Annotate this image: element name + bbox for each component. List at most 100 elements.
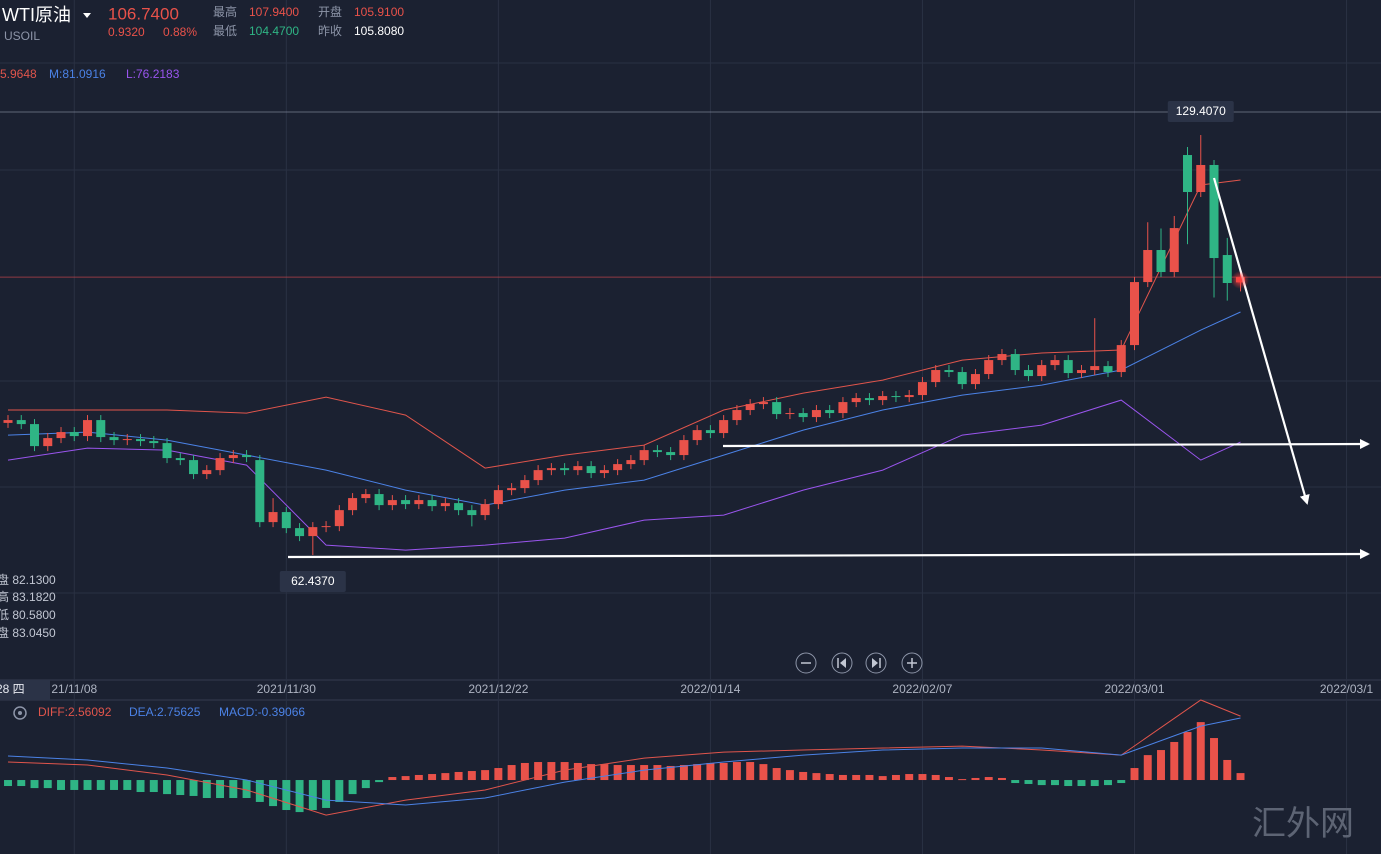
candle-body: [162, 443, 172, 459]
candle-body: [639, 450, 649, 461]
candle-body: [43, 438, 53, 447]
macd-bar: [640, 765, 649, 781]
candle-body: [1169, 228, 1179, 273]
macd-bar: [494, 768, 503, 781]
candle-body: [136, 439, 146, 442]
macd-bar: [507, 765, 516, 781]
prev-button[interactable]: [831, 652, 853, 674]
macd-bar: [1170, 741, 1179, 781]
candle-body: [626, 460, 636, 465]
candle-body: [189, 460, 199, 475]
candle-body: [1063, 360, 1073, 374]
candle-body: [758, 402, 768, 405]
next-button[interactable]: [865, 652, 887, 674]
macd-bar: [958, 779, 967, 781]
candle-body: [533, 470, 543, 481]
date-box: [0, 680, 50, 700]
macd-bar: [43, 780, 52, 789]
symbol-title[interactable]: WTI原油: [2, 5, 71, 25]
macd-bar: [944, 777, 953, 781]
candle-body: [83, 420, 93, 437]
candle-body: [613, 464, 623, 471]
crosshair-info: 盘 82.1300 高 83.1820 低 80.5800 盘 83.0450: [0, 572, 56, 640]
macd-bar: [1130, 768, 1139, 781]
candle-body: [1183, 155, 1193, 193]
macd-bar: [308, 780, 317, 811]
macd-label: DEA:2.75625: [129, 705, 201, 719]
macd-bar: [613, 765, 622, 781]
info-line: 高 83.1820: [0, 589, 56, 604]
macd-bar: [163, 780, 172, 795]
macd-bar: [785, 770, 794, 781]
symbol-code: USOIL: [4, 29, 40, 43]
macd-bar: [83, 780, 92, 790]
candle-body: [215, 458, 225, 471]
dropdown-icon[interactable]: [83, 13, 91, 18]
macd-bar: [348, 780, 357, 795]
candle-body: [705, 430, 715, 434]
macd-header: DIFF:2.56092 DEA:2.75625 MACD:-0.39066: [13, 705, 305, 720]
macd-bar: [176, 780, 185, 796]
macd-bar: [1064, 780, 1073, 787]
candle-body: [175, 458, 185, 461]
macd-bar: [481, 770, 490, 781]
candle-body: [493, 490, 503, 505]
candle-body: [652, 450, 662, 453]
candle-body: [255, 460, 265, 523]
info-line: 低 80.5800: [0, 608, 56, 622]
last-price: 106.7400: [108, 4, 179, 23]
candle-body: [454, 503, 464, 511]
settings-icon[interactable]: [13, 706, 27, 720]
macd-bar: [825, 774, 834, 781]
zoom-in-button[interactable]: [901, 652, 923, 674]
x-tick-label: 2022/03/1: [1320, 682, 1374, 696]
indicator-label: 5.9648: [0, 67, 37, 81]
macd-bar: [1037, 780, 1046, 786]
crosshair-date: 28 四: [0, 680, 50, 700]
candle-body: [414, 500, 424, 505]
macd-bar: [666, 765, 675, 781]
macd-bar: [865, 774, 874, 781]
zoom-out-button[interactable]: [795, 652, 817, 674]
candle-body: [825, 410, 835, 414]
annotation-label: 129.4070: [1176, 104, 1226, 118]
macd-bar: [70, 780, 79, 790]
candle-body: [401, 500, 411, 505]
candle-body: [1023, 370, 1033, 377]
macd-bar: [706, 762, 715, 781]
candle-body: [573, 466, 583, 471]
annotation-label: 62.4370: [291, 574, 335, 588]
macd-bar: [295, 780, 304, 813]
macd-bar: [401, 776, 410, 781]
x-tick-label: 2021/11/30: [257, 682, 316, 696]
indicator-label: M:81.0916: [49, 67, 106, 81]
candle-body: [944, 370, 954, 373]
macd-bar: [600, 764, 609, 781]
candle-body: [1129, 282, 1140, 346]
candle-body: [480, 504, 490, 516]
candle-body: [122, 439, 132, 441]
candle-body: [427, 500, 437, 507]
quote-value: 105.8080: [354, 24, 404, 38]
candle-body: [666, 452, 676, 456]
candle-body: [1156, 250, 1166, 273]
macd-bar: [971, 777, 980, 781]
candle-body: [586, 466, 596, 474]
macd-bar: [57, 780, 65, 790]
candle-body: [440, 503, 450, 507]
macd-bar: [679, 765, 688, 781]
macd-bar: [30, 780, 39, 789]
header: WTI原油 106.7400 USOIL 0.9320 0.88% 最高 107…: [0, 4, 404, 81]
candle-body: [321, 526, 331, 528]
candle-body: [838, 402, 848, 414]
x-tick-label: 21/11/08: [51, 682, 97, 696]
macd-bar: [202, 780, 211, 799]
x-axis: 21/11/08 2021/11/30 2021/12/22 2022/01/14 20…: [51, 682, 1373, 696]
macd-bar: [653, 765, 662, 781]
quote-value: 107.9400: [249, 5, 299, 19]
candle-body: [1222, 255, 1232, 284]
candle-body: [56, 432, 66, 439]
quote-label: 昨收: [318, 24, 342, 38]
macd-bar: [1223, 759, 1232, 781]
quote-value: 105.9100: [354, 5, 404, 19]
